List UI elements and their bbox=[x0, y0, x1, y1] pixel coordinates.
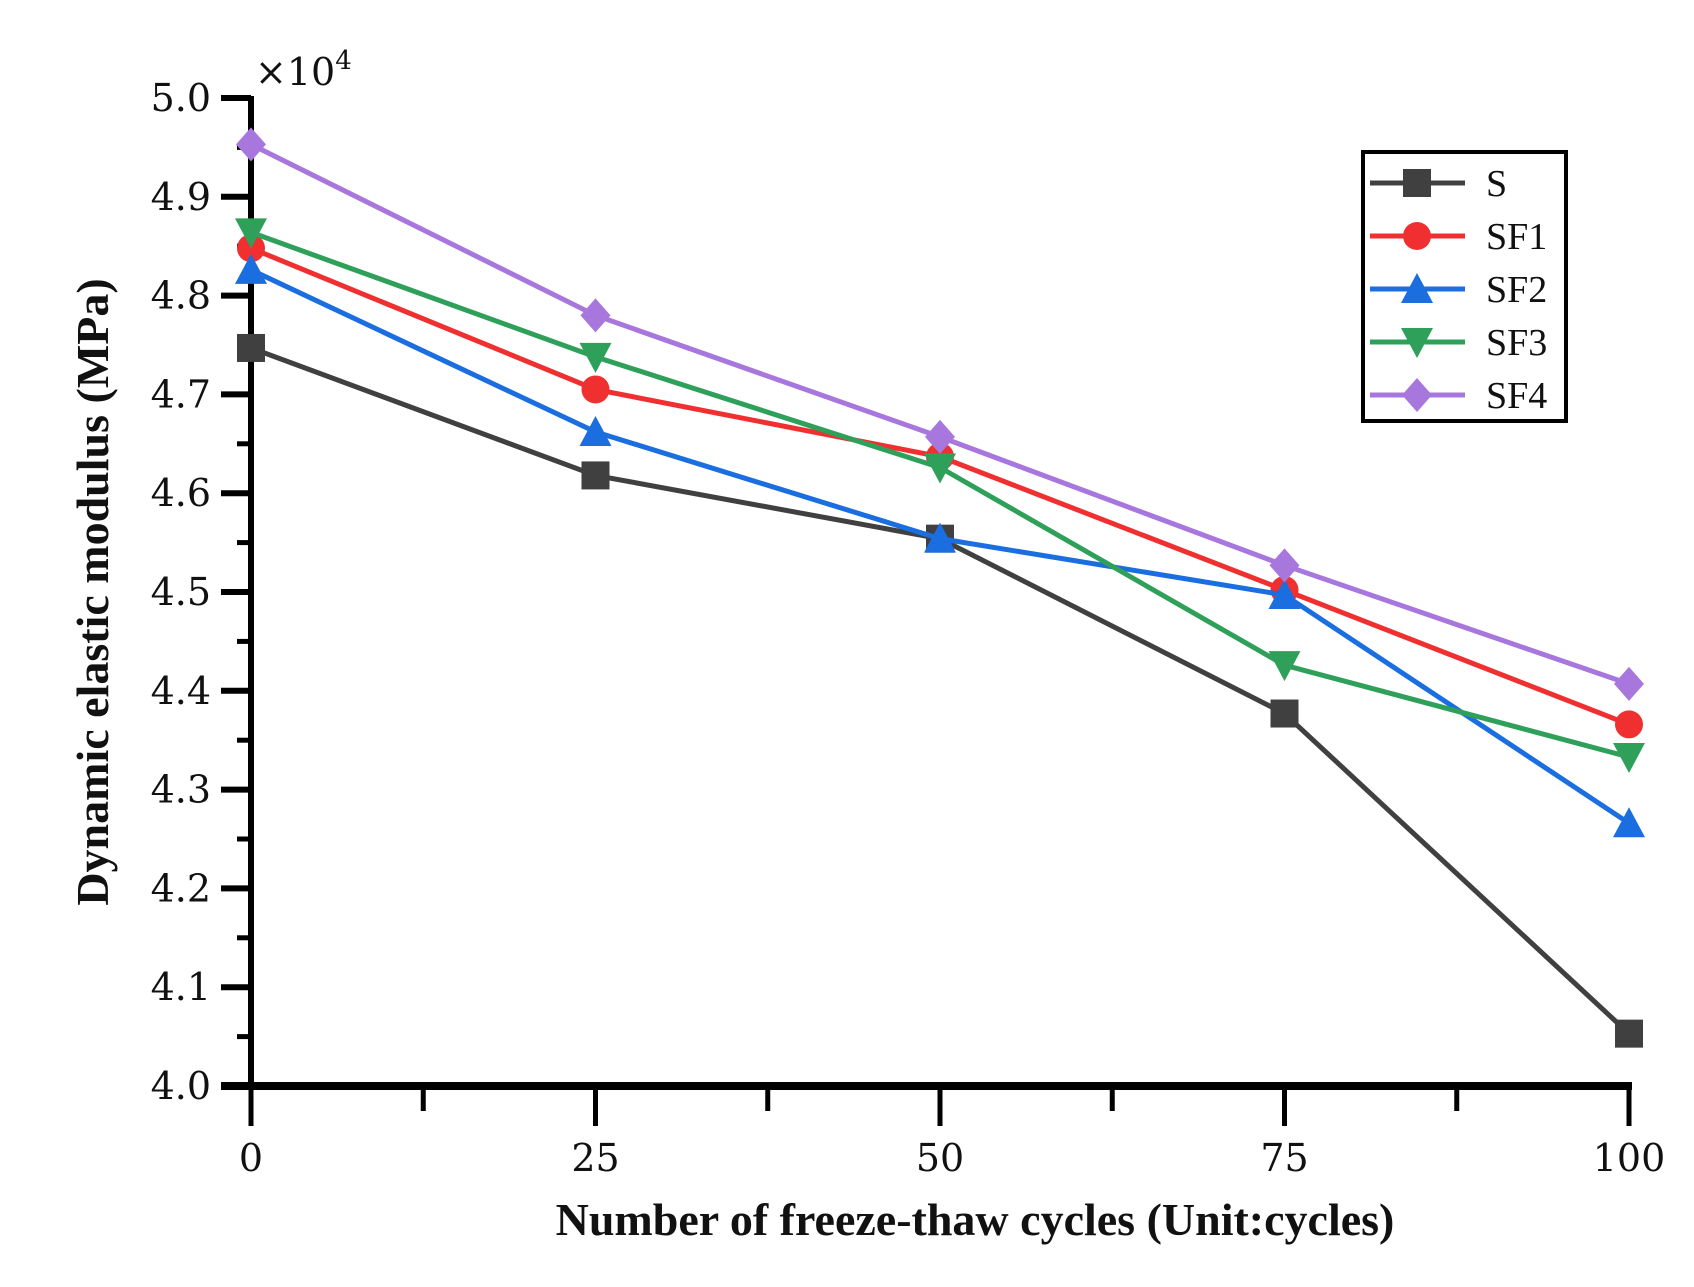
legend-label: SF2 bbox=[1486, 269, 1547, 311]
data-point bbox=[925, 419, 955, 454]
x-axis-label: Number of freeze-thaw cycles (Unit:cycle… bbox=[556, 1194, 1395, 1245]
legend-marker bbox=[1402, 378, 1432, 412]
y-tick-label: 4.9 bbox=[151, 175, 211, 219]
legend-marker bbox=[1403, 169, 1431, 197]
data-point bbox=[924, 453, 956, 484]
x-tick-label: 25 bbox=[571, 1136, 619, 1180]
data-point bbox=[579, 415, 612, 446]
y-tick-label: 4.0 bbox=[151, 1064, 211, 1108]
data-point bbox=[1268, 578, 1301, 609]
data-point bbox=[581, 461, 610, 490]
series-sf4 bbox=[236, 127, 1644, 701]
data-point bbox=[1614, 666, 1644, 701]
series-sf3 bbox=[235, 218, 1645, 773]
data-point bbox=[1269, 548, 1300, 583]
y-tick-label: 4.8 bbox=[151, 274, 211, 318]
data-point bbox=[237, 333, 265, 362]
data-point bbox=[235, 218, 267, 249]
data-point bbox=[579, 342, 612, 373]
series-sf2 bbox=[235, 253, 1645, 838]
y-axis-label: Dynamic elastic modulus (MPa) bbox=[67, 278, 118, 905]
data-point bbox=[236, 127, 266, 162]
y-tick-label: 4.2 bbox=[151, 866, 211, 910]
data-point bbox=[1613, 807, 1645, 838]
y-tick-label: 5.0 bbox=[151, 76, 211, 120]
axes: 4.0 4.1 4.2 4.3 4.4 4.5 4.6 4.7 4.8 4.9 5.0 0 25 50 75… bbox=[151, 76, 1666, 1180]
y-tick-label: 4.1 bbox=[151, 965, 211, 1009]
data-point bbox=[235, 253, 267, 284]
data-point bbox=[1270, 699, 1299, 728]
data-point bbox=[1613, 742, 1645, 773]
legend-label: SF1 bbox=[1486, 216, 1547, 258]
data-point bbox=[581, 375, 610, 404]
data-point bbox=[1268, 651, 1301, 682]
data-point bbox=[924, 522, 956, 553]
y-tick-label: 4.3 bbox=[151, 768, 211, 812]
legend-marker bbox=[1401, 273, 1433, 303]
x-tick-label: 50 bbox=[916, 1136, 964, 1180]
x-tick-label: 75 bbox=[1260, 1136, 1308, 1180]
series-group bbox=[235, 127, 1645, 1048]
data-point bbox=[580, 298, 611, 333]
legend-marker bbox=[1403, 222, 1431, 250]
legend-label: SF4 bbox=[1486, 375, 1547, 417]
x-tick-label: 0 bbox=[239, 1136, 263, 1180]
y-tick-label: 4.6 bbox=[151, 471, 211, 515]
y-multiplier: ×104 bbox=[255, 46, 352, 94]
x-tick-label: 100 bbox=[1593, 1136, 1666, 1180]
data-point bbox=[1615, 1019, 1643, 1048]
legend-marker bbox=[1401, 328, 1433, 358]
y-tick-label: 4.5 bbox=[151, 570, 211, 614]
data-point bbox=[1615, 710, 1643, 739]
y-tick-label: 4.4 bbox=[151, 669, 211, 713]
y-tick-label: 4.7 bbox=[151, 372, 211, 416]
legend-label: SF3 bbox=[1486, 322, 1547, 364]
legend: S SF1 SF2 SF3 SF4 bbox=[1361, 150, 1568, 423]
legend-label: S bbox=[1486, 163, 1507, 205]
